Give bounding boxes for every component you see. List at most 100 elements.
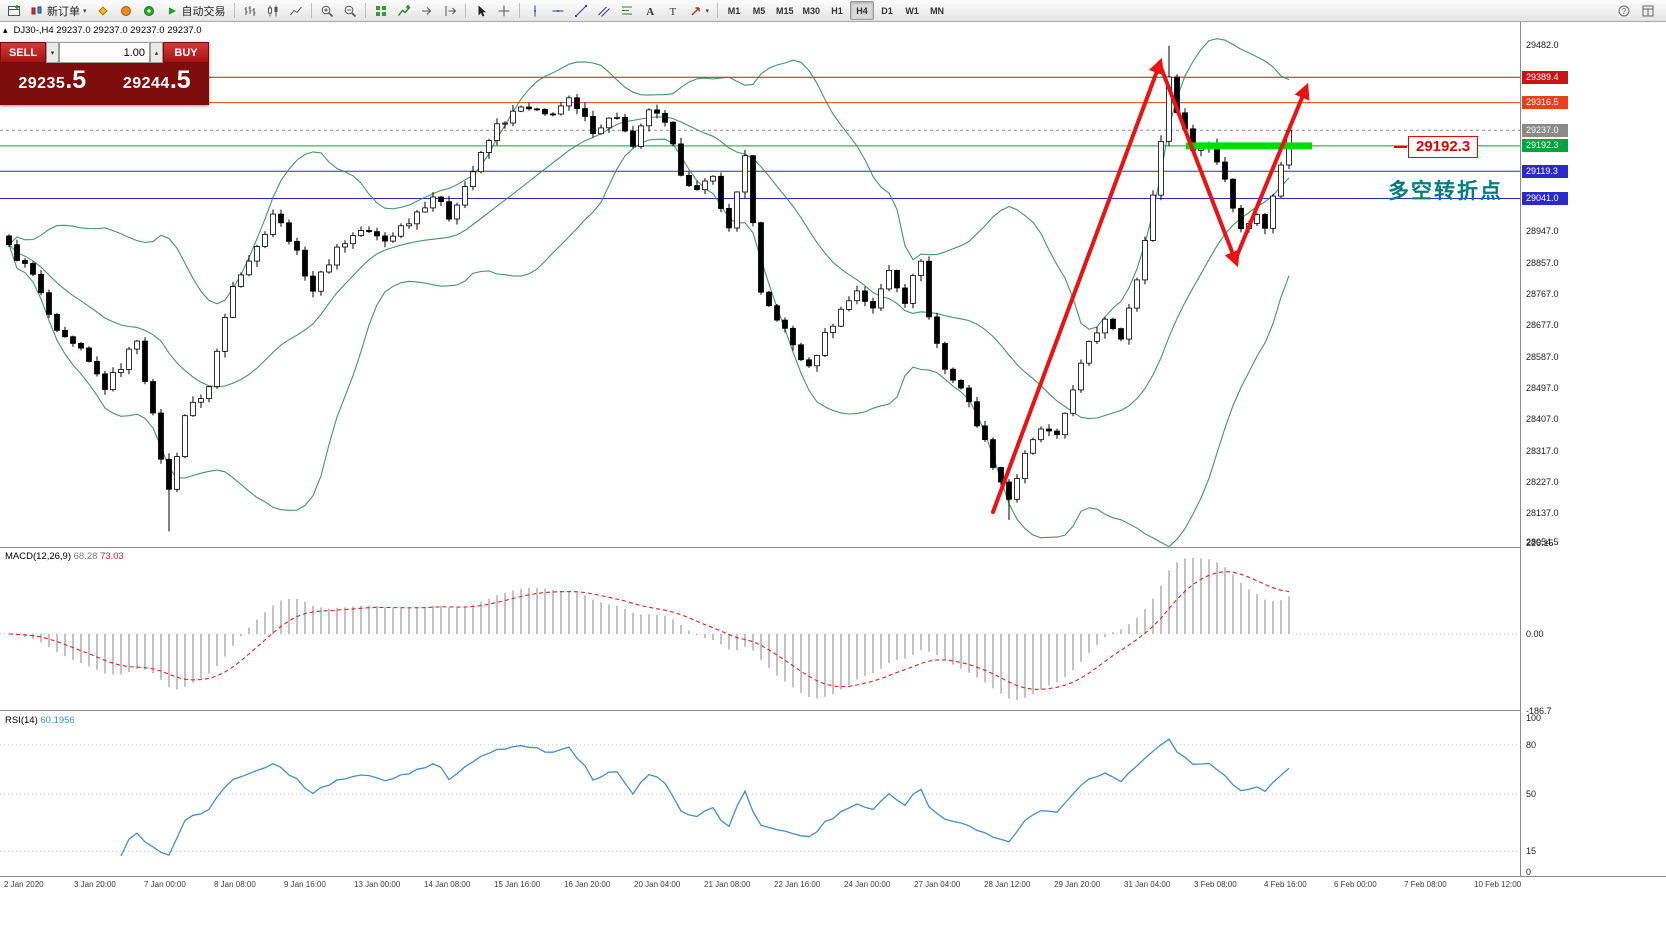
toolbar-right-group: ? (1613, 1, 1663, 20)
fibonacci-tool-button[interactable] (616, 1, 638, 20)
time-axis-label: 2 Jan 2020 (4, 880, 44, 889)
layout-icon (1642, 5, 1654, 16)
price-axis-label: 28587.0 (1526, 352, 1559, 362)
zoom-in-button[interactable] (316, 1, 338, 20)
market-icon (120, 5, 131, 16)
price-level-flag[interactable]: 29192.3 (1408, 136, 1479, 158)
indicators-button[interactable] (393, 1, 415, 20)
price-level-badge: 29041.0 (1522, 192, 1568, 205)
tile-windows-button[interactable] (370, 1, 392, 20)
arrow-tool-icon (691, 6, 700, 15)
time-axis-label: 3 Feb 08:00 (1194, 880, 1237, 889)
toolbar-separator (518, 3, 520, 18)
timeframe-m15[interactable]: M15 (772, 1, 798, 20)
autotrading-button[interactable]: 自动交易 (161, 1, 230, 20)
turning-point-text[interactable]: 多空转折点 (1388, 180, 1503, 203)
price-axis-label: 28947.0 (1526, 226, 1559, 236)
time-axis-label: 31 Jan 04:00 (1124, 880, 1171, 889)
svg-text:A: A (646, 6, 654, 18)
new-chart-button[interactable] (3, 1, 25, 20)
layout-button[interactable] (1637, 1, 1659, 20)
timeframe-m30[interactable]: M30 (799, 1, 825, 20)
arrows-tool-button[interactable]: ▾ (685, 1, 714, 20)
timeframe-m1[interactable]: M1 (722, 1, 746, 20)
trendline-tool-button[interactable] (570, 1, 592, 20)
cursor-tool-button[interactable] (470, 1, 492, 20)
line-chart-icon (289, 6, 302, 15)
main-price-chart[interactable] (0, 22, 1520, 547)
price-level-badge: 29192.3 (1522, 139, 1568, 152)
pane-separator (0, 876, 1666, 877)
lot-increase-button[interactable]: ▴ (150, 42, 163, 63)
rsi-scale-label: 0 (1526, 867, 1532, 877)
zoom-out-button[interactable] (339, 1, 361, 20)
collapse-trade-panel-arrow[interactable]: ▴ (3, 25, 8, 35)
rsi-line (120, 738, 1290, 857)
autoscroll-button[interactable] (416, 1, 438, 20)
zoom-out-icon (344, 5, 356, 17)
price-axis-label: 28677.0 (1526, 320, 1559, 330)
buy-price[interactable]: 29244 .5 (105, 63, 210, 105)
time-axis-label: 9 Jan 16:00 (284, 880, 326, 889)
timeframe-m5[interactable]: M5 (747, 1, 771, 20)
caret-down-icon: ▾ (705, 7, 710, 15)
lot-decrease-button[interactable]: ▾ (46, 42, 59, 63)
autotrading-play-icon (168, 6, 176, 15)
rsi-scale-label: 80 (1526, 740, 1537, 750)
vertical-line-tool-button[interactable] (524, 1, 546, 20)
macd-scale-label: 0.00 (1526, 629, 1544, 639)
trendline-icon (574, 4, 587, 17)
pane-separator[interactable] (0, 547, 1666, 548)
sell-price[interactable]: 29235 .5 (0, 63, 105, 105)
rsi-indicator-pane[interactable] (0, 712, 1520, 876)
price-axis[interactable]: 29482.0 28947.0 28857.0 28767.0 28677.0 28587… (1521, 22, 1666, 877)
chart-title-row: ▴ DJ30-,H4 29237.0 29237.0 29237.0 29237… (3, 25, 202, 36)
time-axis-label: 8 Jan 08:00 (214, 880, 256, 889)
timeframe-h4[interactable]: H4 (850, 1, 875, 20)
label-tool-button[interactable]: T (662, 1, 684, 20)
buy-button[interactable]: BUY (163, 42, 209, 63)
candlestick-chart-button[interactable] (262, 1, 284, 20)
time-axis-label: 29 Jan 20:00 (1054, 880, 1101, 889)
lot-size-input[interactable]: 1.00 (59, 42, 150, 63)
channel-tool-button[interactable] (593, 1, 615, 20)
time-axis-label: 24 Jan 00:00 (844, 880, 891, 889)
rsi-value: 60.1956 (40, 715, 75, 726)
line-chart-button[interactable] (285, 1, 307, 20)
pane-separator[interactable] (0, 710, 1666, 711)
trend-arrows[interactable] (991, 57, 1310, 514)
rsi-scale-label: 100 (1526, 713, 1542, 723)
chart-title: DJ30-,H4 29237.0 29237.0 29237.0 29237.0 (13, 25, 202, 36)
time-axis-label: 4 Feb 16:00 (1264, 880, 1307, 889)
time-axis-label: 10 Feb 12:00 (1474, 880, 1522, 889)
price-axis-label: 28767.0 (1526, 289, 1559, 299)
text-tool-button[interactable]: A (639, 1, 661, 20)
price-level-badge: 29237.0 (1522, 124, 1568, 137)
signals-button[interactable] (138, 1, 160, 20)
sell-button[interactable]: SELL (0, 42, 46, 63)
timeframe-group: M1 M5 M15 M30 H1 H4 D1 W1 MN (722, 1, 949, 20)
timeframe-mn[interactable]: MN (925, 1, 949, 20)
price-level-badge: 29316.5 (1522, 96, 1568, 109)
price-level-badge: 29389.4 (1522, 71, 1568, 84)
macd-indicator-pane[interactable] (0, 548, 1520, 710)
horizontal-line-tool-button[interactable] (547, 1, 569, 20)
metaeditor-button[interactable] (92, 1, 114, 20)
market-button[interactable] (115, 1, 137, 20)
tile-windows-icon (375, 5, 386, 16)
time-axis[interactable]: 2 Jan 2020 3 Jan 20:00 7 Jan 00:00 8 Jan 08… (0, 877, 1522, 895)
timeframe-d1[interactable]: D1 (875, 1, 899, 20)
crosshair-tool-button[interactable] (493, 1, 515, 20)
chart-shift-button[interactable] (439, 1, 461, 20)
help-button[interactable]: ? (1613, 1, 1635, 20)
timeframe-h1[interactable]: H1 (825, 1, 849, 20)
horizontal-level-lines[interactable] (0, 76, 1520, 199)
macd-histogram (16, 558, 1290, 700)
timeframe-w1[interactable]: W1 (900, 1, 924, 20)
bar-chart-button[interactable] (239, 1, 261, 20)
price-flag-tick (1394, 146, 1407, 148)
svg-text:T: T (669, 6, 676, 18)
new-order-button[interactable]: 新订单 ▾ (26, 1, 91, 20)
buy-price-main: 29244 (122, 75, 170, 92)
